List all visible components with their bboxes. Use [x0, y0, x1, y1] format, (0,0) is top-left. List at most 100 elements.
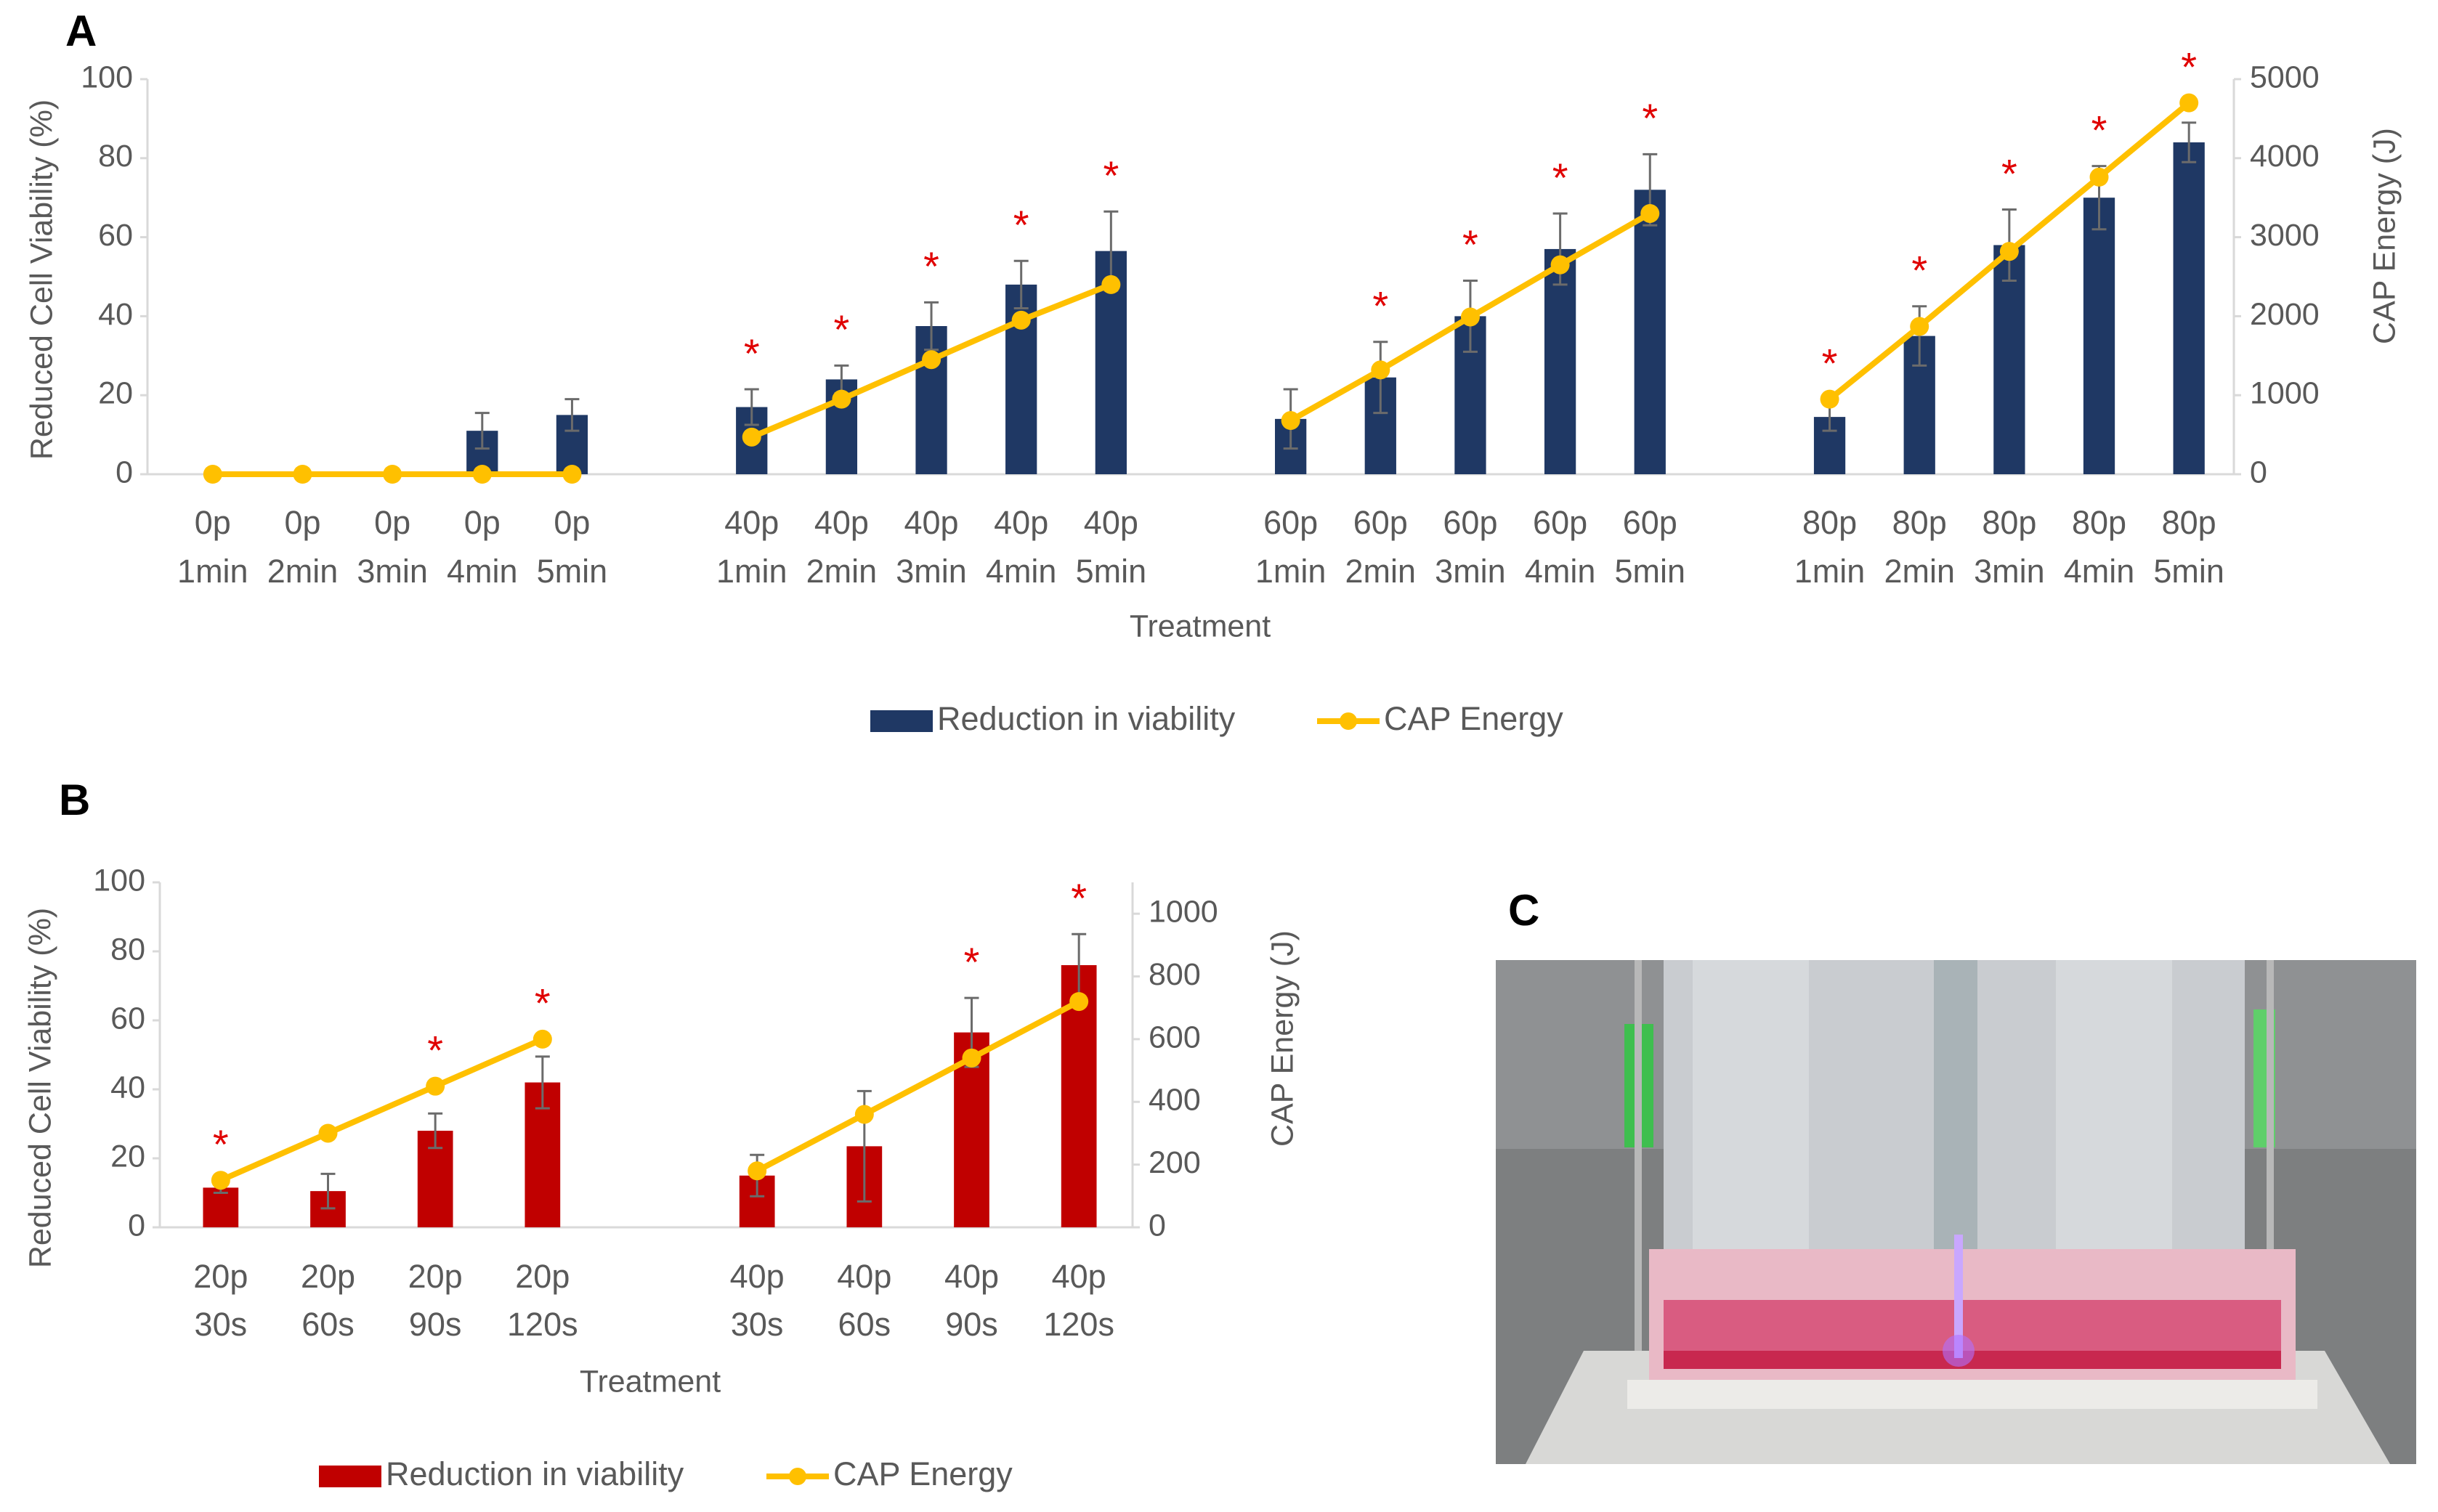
x-tick-label: 60p	[1353, 504, 1408, 541]
y2-tick-label: 800	[1149, 957, 1201, 992]
line-marker	[1550, 255, 1570, 275]
significance-star: *	[1552, 155, 1568, 200]
line-marker	[922, 350, 941, 370]
y2-tick-label: 1000	[1149, 895, 1218, 930]
x-tick-label: 1min	[177, 553, 248, 590]
significance-star: *	[2181, 44, 2197, 89]
significance-star: *	[1911, 248, 1927, 293]
line-marker	[1640, 203, 1660, 223]
x-tick-label: 4min	[986, 553, 1057, 590]
y2-tick-label: 0	[2250, 455, 2267, 489]
significance-star: *	[964, 939, 980, 985]
line-marker	[1101, 275, 1121, 294]
line-marker	[532, 1029, 552, 1049]
line-marker	[383, 465, 402, 484]
y2-axis-title: CAP Energy (J)	[1265, 930, 1300, 1147]
line-marker	[2179, 93, 2199, 113]
legend-label: CAP Energy	[1384, 700, 1563, 737]
y2-tick-label: 2000	[2250, 297, 2320, 332]
panel-label: C	[1508, 886, 1539, 935]
photo-ruler	[1693, 960, 1809, 1265]
x-axis-title: Treatment	[1130, 609, 1271, 643]
significance-star: *	[923, 243, 939, 289]
photo-plasma	[1954, 1235, 1963, 1358]
y-axis-title: Reduced Cell Viability (%)	[24, 99, 59, 460]
line-marker	[1910, 317, 1929, 336]
line-marker	[293, 465, 312, 484]
photo-plasma-glow	[1943, 1335, 1975, 1367]
line-marker	[2089, 167, 2109, 187]
y2-tick-label: 200	[1149, 1145, 1201, 1180]
line-marker	[1460, 307, 1480, 327]
x-tick-label: 40p	[724, 504, 779, 541]
photo-tray	[1627, 1380, 2317, 1409]
line-marker	[211, 1171, 230, 1190]
y-tick-label: 0	[116, 455, 133, 489]
legend-swatch	[1340, 712, 1357, 730]
photo-nozzle	[1934, 960, 1977, 1251]
x-tick-label: 2min	[267, 553, 339, 590]
x-tick-label: 80p	[2072, 504, 2126, 541]
x-tick-label: 30s	[195, 1306, 248, 1343]
x-tick-label: 40p	[904, 504, 958, 541]
x-tick-label: 40p	[730, 1258, 785, 1295]
x-tick-label: 5min	[1076, 553, 1147, 590]
y-tick-label: 100	[81, 60, 133, 94]
bar	[2173, 142, 2205, 475]
significance-star: *	[744, 330, 760, 376]
y2-tick-label: 3000	[2250, 218, 2320, 253]
x-tick-label: 90s	[945, 1306, 998, 1343]
significance-star: *	[1642, 95, 1658, 141]
x-tick-label: 4min	[2064, 553, 2135, 590]
x-tick-label: 3min	[896, 553, 967, 590]
x-tick-label: 30s	[731, 1306, 784, 1343]
y-tick-label: 20	[98, 376, 133, 411]
x-tick-label: 40p	[814, 504, 869, 541]
significance-star: *	[427, 1027, 443, 1073]
significance-star: *	[2001, 150, 2017, 196]
x-tick-label: 80p	[1802, 504, 1857, 541]
legend-label: Reduction in viability	[386, 1455, 684, 1492]
x-tick-label: 3min	[1435, 553, 1506, 590]
x-tick-label: 80p	[1892, 504, 1947, 541]
x-tick-label: 60p	[1623, 504, 1677, 541]
y-axis-title: Reduced Cell Viability (%)	[23, 908, 57, 1268]
line-marker	[1820, 389, 1839, 409]
x-tick-label: 3min	[357, 553, 428, 590]
line-marker	[1069, 992, 1089, 1012]
line-marker	[854, 1105, 874, 1124]
x-tick-label: 5min	[537, 553, 608, 590]
x-tick-label: 80p	[2162, 504, 2216, 541]
legend-label: CAP Energy	[833, 1455, 1013, 1492]
x-tick-label: 40p	[1084, 504, 1138, 541]
x-tick-label: 2min	[1884, 553, 1955, 590]
significance-star: *	[1462, 221, 1478, 267]
y-tick-label: 0	[128, 1208, 145, 1243]
x-tick-label: 40p	[994, 504, 1048, 541]
y2-tick-label: 400	[1149, 1083, 1201, 1118]
line-marker	[832, 389, 851, 409]
legend-swatch	[789, 1468, 806, 1485]
legend-swatch	[319, 1466, 381, 1487]
line-marker	[962, 1048, 981, 1068]
x-axis-title: Treatment	[580, 1364, 721, 1399]
bar	[1993, 245, 2025, 474]
y2-tick-label: 5000	[2250, 60, 2320, 94]
bar	[2083, 198, 2115, 474]
significance-star: *	[213, 1121, 229, 1167]
line-marker	[1011, 310, 1031, 330]
y-tick-label: 60	[98, 218, 133, 253]
x-tick-label: 0p	[464, 504, 501, 541]
bar	[1634, 190, 1666, 474]
bar	[1544, 248, 1576, 474]
x-tick-label: 20p	[408, 1258, 463, 1295]
line-marker	[318, 1123, 338, 1143]
y2-axis-title: CAP Energy (J)	[2367, 128, 2402, 344]
y2-tick-label: 600	[1149, 1020, 1201, 1054]
panel-label: A	[65, 7, 97, 55]
x-tick-label: 2min	[806, 553, 878, 590]
x-tick-label: 4min	[1525, 553, 1596, 590]
x-tick-label: 4min	[447, 553, 518, 590]
y-tick-label: 60	[110, 1001, 145, 1036]
